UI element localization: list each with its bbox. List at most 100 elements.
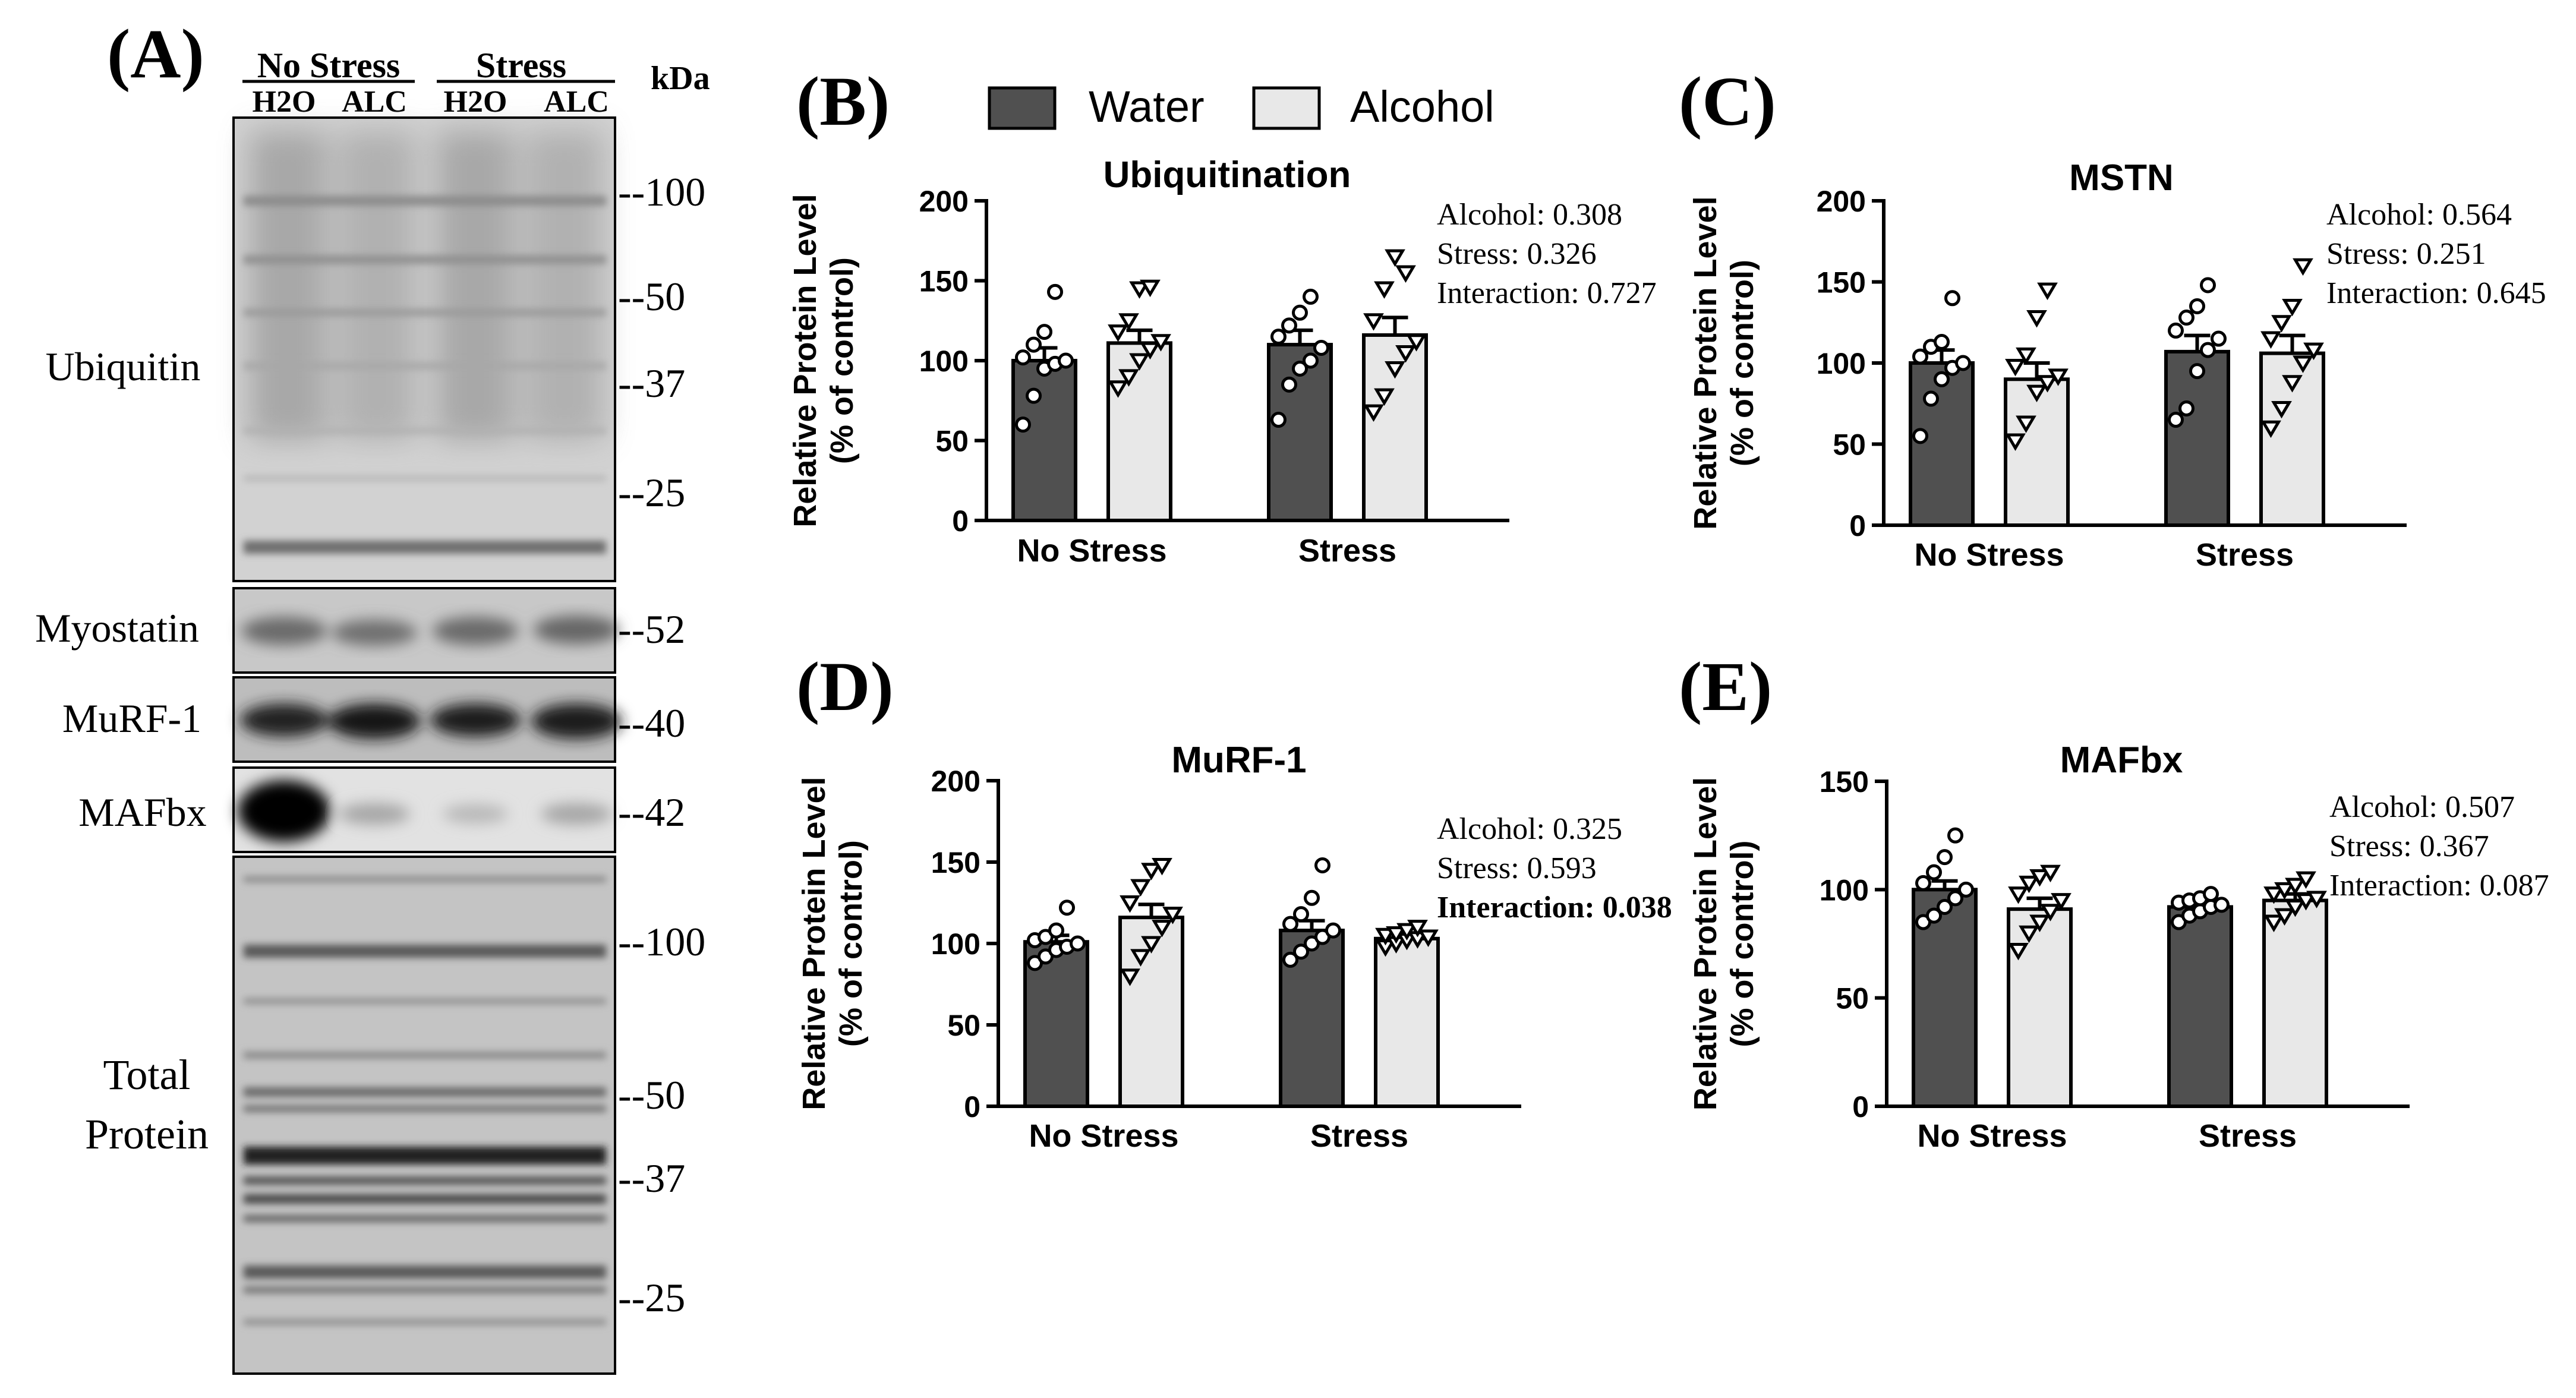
data-point-circle: [1912, 428, 1928, 444]
data-point-triangle: [2016, 347, 2036, 365]
stat-line: Interaction: 0.727: [1437, 276, 1657, 310]
y-axis-label-units: (% of control): [1724, 260, 1760, 466]
data-point-circle: [2200, 342, 2216, 358]
data-point-triangle: [2296, 893, 2316, 911]
data-point-triangle: [2263, 914, 2284, 932]
data-point-triangle: [1118, 369, 1139, 387]
data-point-triangle: [1150, 334, 1171, 352]
y-axis-label: Relative Protein Level: [796, 777, 832, 1110]
stat-line: Alcohol: 0.564: [2326, 198, 2512, 232]
myostatin-blot: [232, 587, 619, 674]
data-point-circle: [2178, 310, 2195, 326]
data-point-triangle: [1118, 313, 1139, 331]
data-point-triangle: [2008, 942, 2029, 961]
y-tick-label: 50: [1836, 982, 1869, 1015]
blot-group-stress: Stress: [476, 46, 566, 85]
data-point-triangle: [1152, 857, 1172, 876]
data-point-triangle: [1130, 949, 1151, 967]
data-point-triangle: [1140, 279, 1161, 298]
data-point-circle: [1313, 339, 1329, 356]
data-point-circle: [1047, 283, 1063, 300]
chart-murf1: (D) MuRF-1 Relative Protein Level (% of con…: [796, 648, 1672, 1154]
legend-label-alcohol: Alcohol: [1350, 82, 1494, 131]
data-point-triangle: [2005, 358, 2026, 377]
data-point-triangle: [2029, 914, 2050, 932]
data-point-circle: [1923, 390, 1939, 407]
data-point-circle: [1303, 288, 1319, 305]
data-point-circle: [1912, 348, 1928, 365]
y-tick-label: 100: [1820, 873, 1869, 907]
data-point-triangle: [1363, 404, 1384, 422]
stat-line: Alcohol: 0.308: [1437, 198, 1622, 232]
y-tick-label: 50: [1833, 428, 1866, 462]
data-point-circle: [1303, 352, 1319, 369]
data-point-circle: [2211, 330, 2227, 347]
x-category-label: No Stress: [1914, 537, 2064, 573]
chart-ubiquitination: (B) Ubiquitination Relative Protein Level(…: [787, 62, 1657, 569]
data-point-triangle: [1374, 388, 1395, 406]
data-point-triangle: [2271, 400, 2292, 419]
data-point-circle: [1937, 899, 1953, 916]
blot-label-total: Total: [103, 1051, 191, 1099]
data-point-triangle: [1385, 249, 1405, 267]
data-point-circle: [1282, 951, 1298, 968]
panel-label: (D): [796, 648, 894, 725]
data-point-circle: [2168, 412, 2184, 428]
blot-group-no-stress: No Stress: [257, 46, 401, 85]
stat-line: Interaction: 0.038: [1437, 891, 1672, 924]
lane-label: ALC: [342, 85, 407, 119]
data-point-triangle: [1363, 313, 1384, 331]
y-axis-label-units: (% of control): [824, 257, 860, 464]
stat-line: Stress: 0.251: [2326, 237, 2486, 271]
y-tick-label: 150: [931, 846, 980, 879]
data-point-triangle: [2260, 420, 2281, 438]
y-tick-label: 100: [931, 927, 980, 961]
data-point-triangle: [2026, 310, 2047, 328]
data-point-circle: [1947, 890, 1963, 907]
data-point-circle: [1314, 857, 1330, 873]
marker-murf1: --40: [618, 700, 685, 746]
data-point-circle: [1937, 849, 1953, 866]
chart-title: MSTN: [2069, 157, 2174, 198]
data-point-triangle: [2029, 869, 2050, 887]
data-point-circle: [1058, 352, 1074, 369]
data-point-circle: [1281, 376, 1297, 393]
panel-label: (E): [1679, 648, 1772, 725]
stat-line: Alcohol: 0.507: [2329, 790, 2515, 824]
data-point-circle: [1292, 360, 1308, 377]
data-point-circle: [1304, 889, 1320, 906]
x-category-label: Stress: [1298, 533, 1396, 569]
y-tick-label: 100: [919, 345, 969, 378]
data-point-triangle: [1129, 353, 1150, 371]
y-tick-label: 200: [931, 765, 980, 798]
data-point-circle: [1026, 387, 1042, 404]
stat-line: Stress: 0.367: [2329, 829, 2489, 863]
y-tick-label: 0: [1852, 1090, 1869, 1124]
y-tick-label: 0: [1849, 509, 1866, 542]
chart-title: Ubiquitination: [1103, 154, 1351, 195]
data-point-triangle: [2051, 893, 2071, 911]
kda-label: kDa: [651, 60, 710, 97]
y-tick-label: 50: [947, 1009, 980, 1042]
y-tick-label: 150: [919, 265, 969, 298]
data-point-triangle: [1120, 895, 1140, 913]
y-axis-label: Relative Protein Level: [787, 194, 823, 527]
y-tick-label: 0: [964, 1090, 980, 1124]
stat-line: Interaction: 0.645: [2326, 276, 2546, 310]
data-point-circle: [1934, 371, 1950, 387]
data-point-triangle: [1374, 281, 1395, 299]
blot-label-ubiquitin: Ubiquitin: [46, 344, 201, 389]
data-point-triangle: [1130, 879, 1151, 897]
legend-swatch-water: [988, 86, 1057, 130]
data-point-circle: [1292, 304, 1308, 321]
bar-water: [1909, 361, 1975, 527]
stat-line: Stress: 0.326: [1437, 237, 1597, 271]
y-axis-label-units: (% of control): [1724, 841, 1760, 1047]
total-protein-blot: [232, 856, 616, 1375]
x-category-label: Stress: [2196, 537, 2294, 573]
data-point-triangle: [2263, 886, 2284, 904]
ubiquitin-blot: [232, 116, 616, 582]
data-point-triangle: [1162, 907, 1183, 924]
data-point-triangle: [1406, 334, 1427, 352]
chart-mstn: (C) MSTN Relative Protein Level (% of contr…: [1679, 62, 2546, 573]
